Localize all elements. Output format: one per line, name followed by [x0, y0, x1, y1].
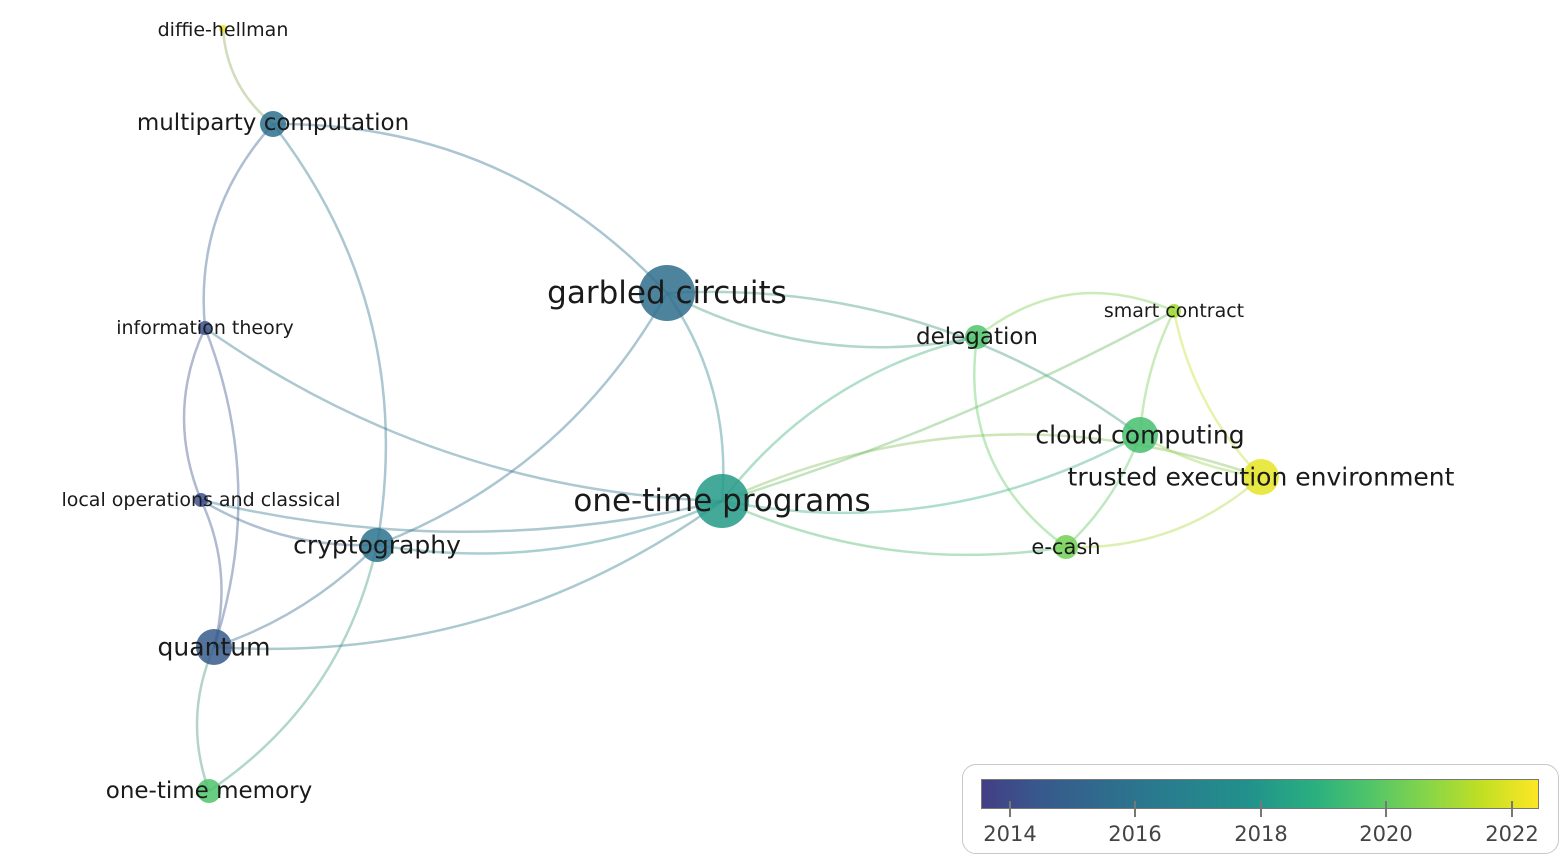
- edge-layer: [182, 28, 1262, 793]
- edge-smart-contract-cloud-computing: [1138, 310, 1176, 436]
- legend-tick-label: 2018: [1234, 822, 1288, 846]
- node-garbled-circuits[interactable]: [639, 265, 695, 321]
- node-one-time-memory[interactable]: [197, 779, 221, 803]
- edge-quantum-one-time-memory: [195, 646, 216, 792]
- label-trusted-execution-environment: trusted execution environment: [1068, 463, 1455, 492]
- edge-cryptography-garbled-circuits: [376, 292, 669, 547]
- node-one-time-programs[interactable]: [695, 474, 749, 528]
- edge-garbled-circuits-one-time-programs: [665, 292, 725, 502]
- label-diffie-hellman: diffie-hellman: [158, 19, 289, 41]
- node-quantum[interactable]: [196, 629, 232, 665]
- legend-tick: [1009, 801, 1011, 817]
- edge-cryptography-one-time-memory: [208, 544, 379, 793]
- node-multiparty-computation[interactable]: [260, 111, 286, 137]
- edge-garbled-circuits-cloud-computing: [666, 290, 1141, 437]
- edge-multiparty-computation-information-theory: [202, 123, 274, 329]
- node-local-operations[interactable]: [194, 493, 208, 507]
- node-trusted-execution-environment[interactable]: [1243, 459, 1279, 495]
- edge-cryptography-quantum: [213, 544, 378, 649]
- label-garbled-circuits: garbled circuits: [547, 275, 787, 311]
- legend-tick: [1385, 801, 1387, 817]
- edge-local-operations-quantum: [199, 499, 223, 648]
- edge-local-operations-cryptography: [200, 498, 378, 547]
- edge-local-operations-one-time-programs: [200, 498, 723, 534]
- edge-multiparty-computation-cryptography: [272, 123, 388, 546]
- legend-tick-label: 2016: [1108, 822, 1162, 846]
- legend-tick-label: 2022: [1485, 822, 1539, 846]
- edge-smart-contract-trusted-execution-environment: [1172, 310, 1262, 478]
- edge-garbled-circuits-delegation: [666, 291, 978, 349]
- node-diffie-hellman[interactable]: [219, 25, 227, 33]
- edge-quantum-one-time-programs: [213, 499, 723, 651]
- edge-information-theory-local-operations: [182, 327, 207, 501]
- edge-delegation-e-cash: [973, 336, 1067, 549]
- node-layer: [194, 25, 1279, 803]
- edge-cryptography-one-time-programs: [376, 499, 723, 555]
- label-one-time-memory: one-time memory: [106, 778, 312, 804]
- node-information-theory[interactable]: [198, 321, 212, 335]
- edge-one-time-programs-trusted-execution-environment: [721, 433, 1262, 503]
- node-cloud-computing[interactable]: [1122, 417, 1158, 453]
- label-local-operations: local operations and classical: [61, 489, 340, 511]
- label-layer: diffie-hellman multiparty computation info…: [61, 19, 1454, 804]
- edge-e-cash-trusted-execution-environment: [1065, 476, 1262, 549]
- legend-tick: [1134, 801, 1136, 817]
- edge-one-time-programs-delegation: [721, 335, 978, 502]
- label-smart-contract: smart contract: [1104, 300, 1244, 322]
- label-multiparty-computation: multiparty computation: [137, 110, 409, 136]
- label-quantum: quantum: [158, 633, 271, 662]
- legend-tick: [1260, 801, 1262, 817]
- edge-multiparty-computation-garbled-circuits: [272, 122, 668, 294]
- edge-information-theory-quantum: [203, 327, 240, 648]
- node-smart-contract[interactable]: [1167, 304, 1181, 318]
- legend-tick: [1511, 801, 1513, 817]
- label-cryptography: cryptography: [293, 531, 461, 560]
- label-delegation: delegation: [916, 324, 1038, 350]
- label-information-theory: information theory: [116, 317, 294, 339]
- label-one-time-programs: one-time programs: [573, 483, 870, 519]
- edge-information-theory-one-time-programs: [204, 326, 723, 503]
- edge-one-time-programs-smart-contract: [721, 309, 1175, 503]
- node-e-cash[interactable]: [1054, 535, 1078, 559]
- year-color-legend: 2014 2016 2018 2020 2022: [962, 764, 1559, 854]
- label-e-cash: e-cash: [1031, 535, 1100, 559]
- edge-delegation-smart-contract: [976, 291, 1175, 338]
- edge-one-time-programs-cloud-computing: [721, 433, 1141, 515]
- label-cloud-computing: cloud computing: [1035, 421, 1244, 450]
- node-cryptography[interactable]: [360, 528, 394, 562]
- edge-one-time-programs-e-cash: [721, 499, 1067, 557]
- legend-tick-label: 2020: [1359, 822, 1413, 846]
- legend-tick-label: 2014: [983, 822, 1037, 846]
- node-delegation[interactable]: [965, 325, 989, 349]
